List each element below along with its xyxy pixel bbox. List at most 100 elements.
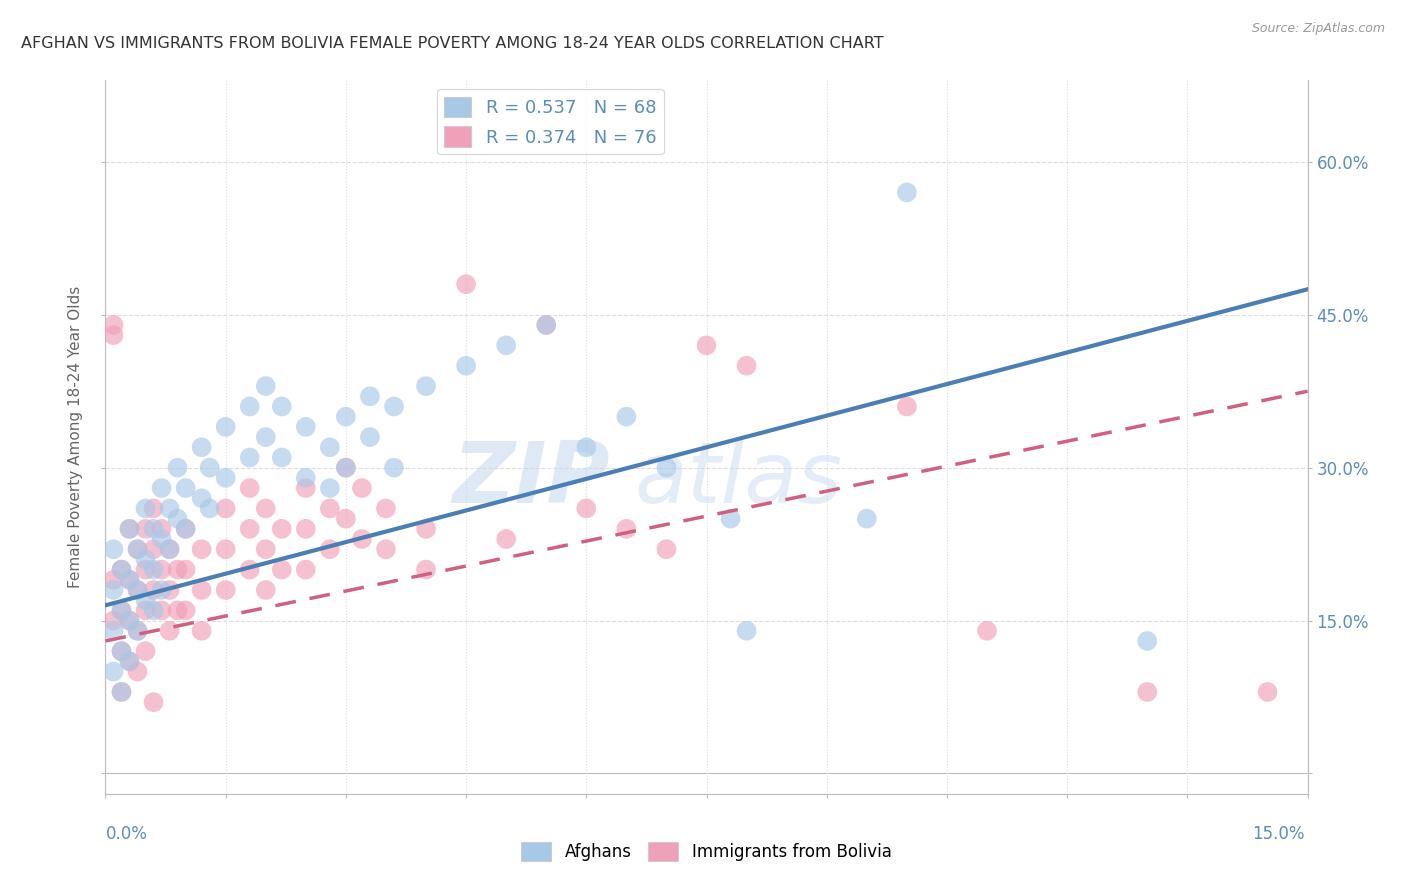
Point	[103, 318, 125, 332]
Point	[295, 471, 318, 485]
Point	[214, 420, 236, 434]
Point	[150, 522, 173, 536]
Point	[295, 481, 318, 495]
Point	[976, 624, 998, 638]
Point	[350, 532, 373, 546]
Point	[1136, 634, 1159, 648]
Point	[166, 603, 188, 617]
Point	[254, 379, 277, 393]
Point	[174, 603, 197, 617]
Point	[1257, 685, 1279, 699]
Point	[110, 685, 132, 699]
Point	[127, 542, 149, 557]
Point	[159, 542, 181, 557]
Point	[118, 573, 141, 587]
Point	[110, 563, 132, 577]
Text: AFGHAN VS IMMIGRANTS FROM BOLIVIA FEMALE POVERTY AMONG 18-24 YEAR OLDS CORRELATI: AFGHAN VS IMMIGRANTS FROM BOLIVIA FEMALE…	[21, 36, 884, 51]
Point	[118, 522, 141, 536]
Point	[110, 603, 132, 617]
Point	[135, 552, 157, 566]
Point	[616, 409, 638, 424]
Point	[118, 614, 141, 628]
Point	[335, 460, 357, 475]
Point	[319, 542, 342, 557]
Point	[159, 582, 181, 597]
Legend: R = 0.537   N = 68, R = 0.374   N = 76: R = 0.537 N = 68, R = 0.374 N = 76	[437, 89, 664, 154]
Point	[127, 542, 149, 557]
Point	[239, 522, 262, 536]
Point	[295, 563, 318, 577]
Point	[198, 501, 221, 516]
Point	[415, 522, 437, 536]
Point	[616, 522, 638, 536]
Point	[534, 318, 557, 332]
Point	[103, 582, 125, 597]
Text: atlas: atlas	[634, 438, 842, 522]
Point	[150, 532, 173, 546]
Point	[174, 522, 197, 536]
Point	[896, 400, 918, 414]
Point	[103, 624, 125, 638]
Point	[174, 522, 197, 536]
Point	[103, 665, 125, 679]
Point	[254, 582, 277, 597]
Point	[110, 644, 132, 658]
Point	[190, 582, 212, 597]
Point	[174, 481, 197, 495]
Point	[214, 471, 236, 485]
Point	[127, 582, 149, 597]
Point	[118, 614, 141, 628]
Point	[159, 542, 181, 557]
Y-axis label: Female Poverty Among 18-24 Year Olds: Female Poverty Among 18-24 Year Olds	[67, 286, 83, 588]
Point	[103, 328, 125, 343]
Point	[575, 440, 598, 454]
Point	[110, 644, 132, 658]
Point	[896, 186, 918, 200]
Point	[415, 379, 437, 393]
Point	[150, 481, 173, 495]
Point	[495, 338, 517, 352]
Point	[166, 460, 188, 475]
Point	[254, 430, 277, 444]
Point	[159, 624, 181, 638]
Point	[110, 563, 132, 577]
Point	[110, 603, 132, 617]
Point	[190, 491, 212, 506]
Point	[174, 563, 197, 577]
Point	[239, 450, 262, 465]
Point	[142, 542, 165, 557]
Text: ZIP: ZIP	[453, 438, 610, 522]
Point	[359, 430, 381, 444]
Point	[319, 440, 342, 454]
Point	[142, 563, 165, 577]
Point	[110, 685, 132, 699]
Point	[239, 481, 262, 495]
Point	[454, 277, 477, 292]
Point	[190, 542, 212, 557]
Point	[214, 542, 236, 557]
Point	[159, 501, 181, 516]
Point	[359, 389, 381, 403]
Point	[855, 511, 877, 525]
Point	[142, 522, 165, 536]
Point	[319, 501, 342, 516]
Point	[103, 542, 125, 557]
Point	[382, 460, 405, 475]
Point	[415, 563, 437, 577]
Point	[190, 440, 212, 454]
Point	[720, 511, 742, 525]
Point	[135, 593, 157, 607]
Point	[350, 481, 373, 495]
Point	[150, 603, 173, 617]
Point	[142, 582, 165, 597]
Point	[696, 338, 718, 352]
Point	[735, 624, 758, 638]
Point	[295, 522, 318, 536]
Point	[382, 400, 405, 414]
Point	[655, 460, 678, 475]
Point	[142, 695, 165, 709]
Point	[295, 420, 318, 434]
Point	[335, 511, 357, 525]
Point	[150, 582, 173, 597]
Point	[214, 501, 236, 516]
